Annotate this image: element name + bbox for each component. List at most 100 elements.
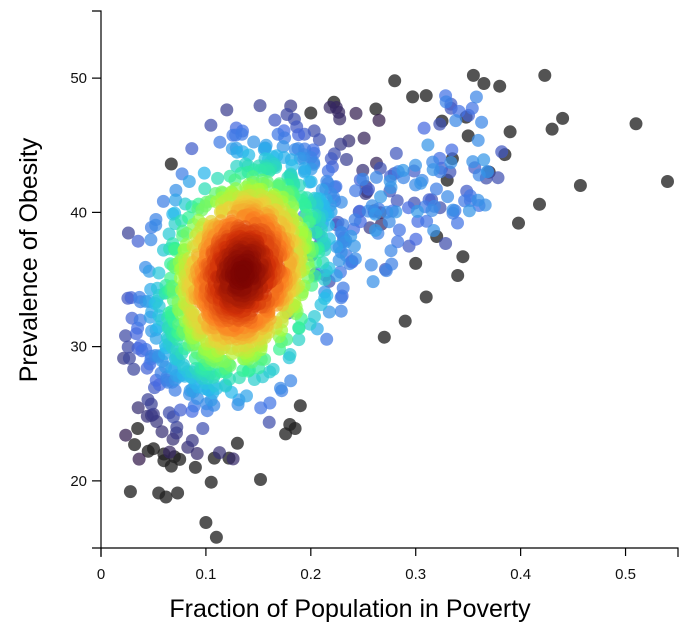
data-point [164,157,178,171]
data-point [174,403,187,417]
data-point [369,223,382,237]
data-point [141,393,155,407]
data-point [390,194,404,208]
data-point [152,299,166,313]
data-point [171,486,185,500]
data-point [211,171,225,185]
data-point [349,106,363,120]
data-point [334,291,348,305]
x-tick-label: 0.5 [615,566,636,583]
data-point [333,112,347,126]
data-point [441,190,455,204]
data-point [439,237,453,250]
data-point [357,131,371,145]
data-point [213,446,226,460]
x-tick-label: 0.4 [510,566,531,583]
data-point [119,329,132,343]
data-point [283,348,297,361]
data-point [142,264,156,278]
data-point [369,102,383,116]
data-point [185,434,199,447]
data-point [156,194,170,208]
data-point [322,305,336,319]
data-point [449,114,463,128]
data-point [340,153,353,166]
data-point [321,164,335,178]
data-point [573,179,587,192]
data-point [298,165,311,179]
data-point [169,183,183,197]
data-point [182,175,196,188]
data-point [302,175,316,189]
x-tick-label: 0 [97,566,105,583]
data-point [334,304,348,318]
x-axis-title: Fraction of Population in Poverty [169,595,531,623]
data-point [369,170,383,184]
data-point [461,129,475,143]
data-point [123,485,137,499]
data-point [263,396,277,410]
data-point [131,234,145,248]
data-point [398,314,412,328]
data-point [451,269,465,282]
data-point [312,133,326,147]
data-point [128,438,142,452]
x-tick-label: 0.1 [195,566,216,583]
data-point [477,77,491,90]
data-point [629,117,643,131]
data-point [230,436,244,450]
data-point [196,422,210,435]
data-point [162,406,176,420]
data-point [661,175,674,188]
data-point [478,198,492,212]
y-axis-ticks: 20 30 40 50 [70,70,101,490]
data-point [493,79,507,93]
data-point [425,204,439,217]
data-point [220,103,234,117]
data-point [173,452,187,466]
data-point [320,332,334,346]
data-point [197,166,211,180]
y-tick-label: 30 [70,339,87,356]
data-point [159,490,173,504]
data-point [456,250,470,264]
y-tick-label: 40 [70,204,87,221]
data-point [292,128,306,142]
data-point [240,389,253,403]
data-point [439,95,453,109]
data-point [389,146,403,160]
data-point [356,172,370,186]
data-point [462,204,476,218]
data-point [132,452,146,466]
data-point [199,516,213,529]
data-point [226,452,240,466]
data-point [444,156,458,169]
data-point [204,118,218,132]
data-point [391,235,405,249]
data-point [409,232,423,246]
data-point [533,197,546,211]
data-point [374,190,388,204]
data-point [155,425,169,439]
data-point [538,68,552,82]
data-point [276,140,290,154]
data-point [274,381,287,395]
data-point [392,223,406,237]
data-point [236,265,249,279]
data-point [198,182,212,196]
data-point [349,184,363,198]
data-point [406,90,420,104]
data-point [127,362,141,376]
data-point [384,244,398,258]
data-point [426,163,440,177]
data-point [266,362,280,376]
x-tick-label: 0.3 [405,566,426,583]
data-point [131,422,145,435]
data-point [334,225,348,239]
data-points [117,68,674,544]
data-point [445,143,459,157]
data-point [144,233,158,247]
data-point [347,239,361,253]
data-point [383,174,397,188]
data-point [304,106,318,120]
